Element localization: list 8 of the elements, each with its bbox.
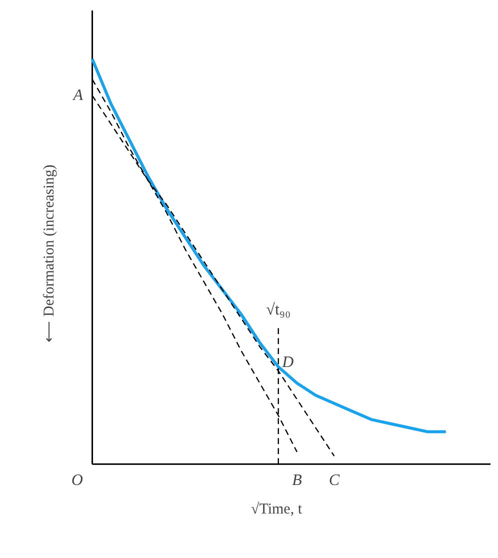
annotation: √t₉₀: [266, 301, 291, 318]
y-axis-title: ⟵ Deformation (increasing): [42, 164, 58, 342]
x-axis-title: √Time, t: [250, 502, 303, 518]
annotation: A: [72, 87, 84, 104]
text: B: [292, 472, 302, 490]
text: O: [71, 472, 84, 490]
annotation: D: [281, 354, 294, 371]
text: C: [328, 472, 340, 490]
